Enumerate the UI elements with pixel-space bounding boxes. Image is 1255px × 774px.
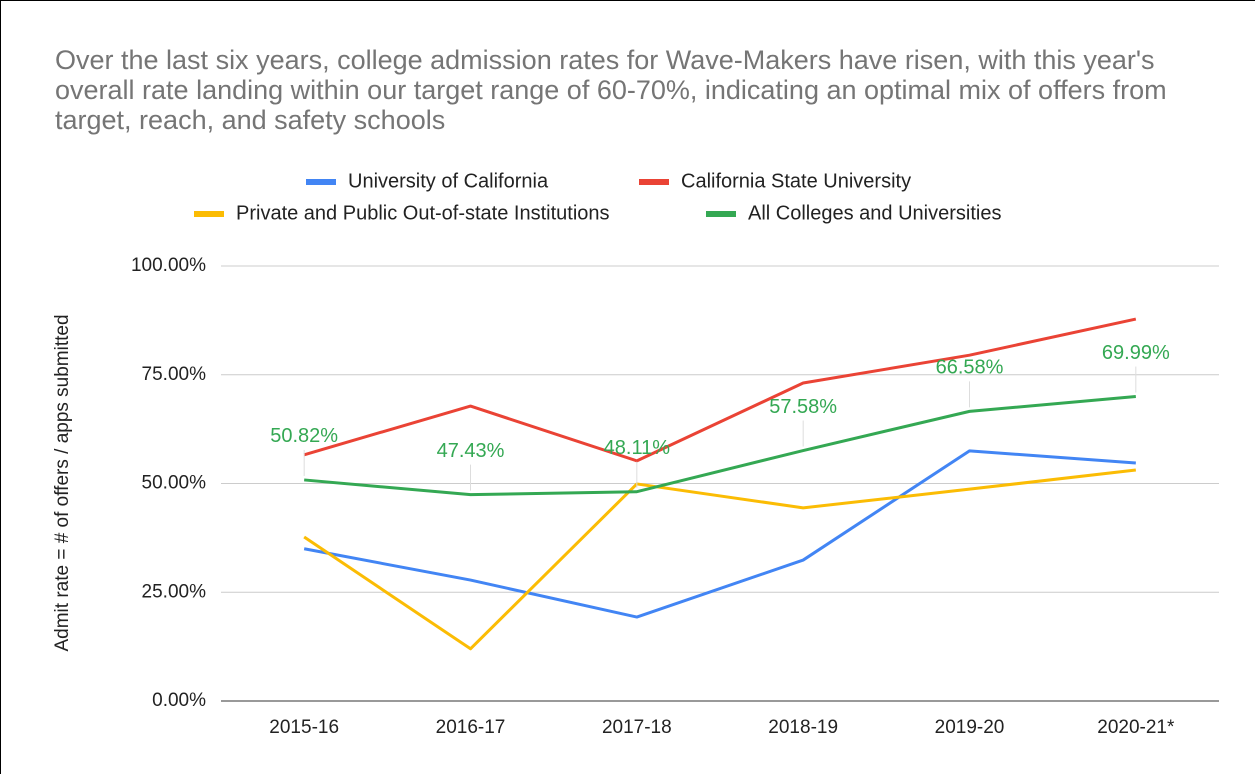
data-label: 69.99% [1102, 342, 1170, 364]
data-label: 66.58% [936, 357, 1004, 379]
x-tick-label: 2020-21* [1097, 717, 1175, 738]
series-line [303, 317, 1137, 463]
legend-label: California State University [681, 170, 911, 192]
data-label: 57.58% [769, 396, 837, 418]
x-tick-label: 2018-19 [768, 717, 838, 738]
chart-title: Over the last six years, college admissi… [55, 45, 1167, 135]
y-axis-label: Admit rate = # of offers / apps submitte… [52, 314, 73, 651]
y-tick-label: 75.00% [142, 364, 207, 385]
legend-label: Private and Public Out-of-state Institut… [236, 202, 610, 224]
y-tick-label: 100.00% [131, 255, 206, 276]
data-label: 50.82% [270, 425, 338, 447]
series-line [303, 468, 1137, 651]
data-label: 47.43% [437, 440, 505, 462]
data-label: 48.11% [604, 437, 671, 459]
x-tick-label: 2017-18 [602, 717, 672, 738]
series-line [303, 449, 1136, 619]
y-tick-label: 50.00% [142, 473, 207, 494]
x-tick-label: 2015-16 [269, 717, 339, 738]
x-tick-label: 2019-20 [935, 717, 1005, 738]
legend-label: All Colleges and Universities [748, 202, 1001, 224]
y-tick-label: 25.00% [142, 581, 207, 602]
series-line [304, 395, 1136, 497]
legend-label: University of California [348, 170, 549, 192]
x-tick-label: 2016-17 [436, 717, 506, 738]
y-tick-label: 0.00% [152, 690, 206, 711]
